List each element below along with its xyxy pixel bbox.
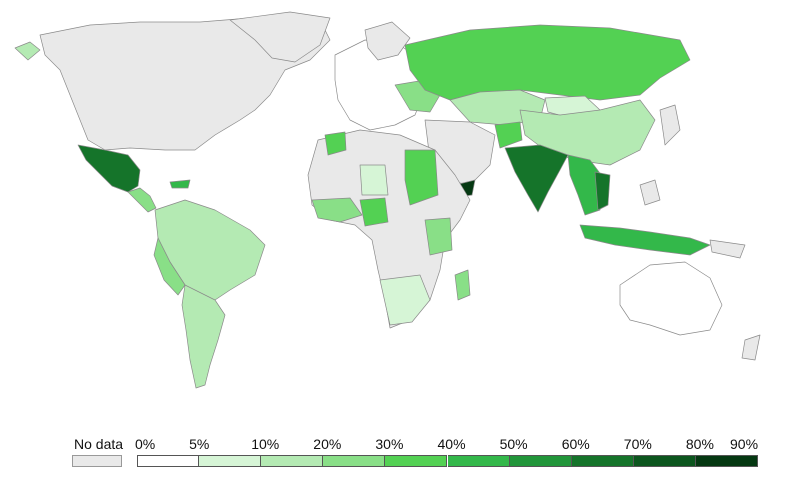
region-west-africa (311, 197, 363, 223)
region-north-africa-west (324, 131, 347, 156)
legend-no-data-label: No data (74, 436, 124, 452)
legend-tick-label: 70% (623, 436, 652, 452)
legend-tick-label: 5% (189, 436, 210, 452)
region-peru (153, 237, 186, 296)
legend-bin-4 (385, 455, 448, 467)
legend-bin-6 (509, 455, 572, 467)
region-australia (619, 261, 723, 336)
legend-bin-1 (199, 455, 262, 467)
legend-bin-0 (137, 455, 200, 467)
region-sudan (404, 149, 439, 206)
world-choropleth-map (14, 11, 761, 389)
region-mexico (77, 144, 141, 193)
region-papua (709, 239, 746, 259)
region-southeast-asia (567, 154, 606, 216)
legend-tick-label: 80% (685, 436, 714, 452)
region-scandinavia (364, 21, 411, 61)
legend-bin-9 (695, 455, 758, 467)
legend-tick-label: 10% (251, 436, 280, 452)
region-japan (659, 104, 681, 146)
legend-bin-3 (323, 455, 386, 467)
region-vietnam (594, 171, 611, 211)
region-russia (404, 24, 691, 101)
legend-tick-label: 50% (499, 436, 528, 452)
legend-bin-2 (261, 455, 324, 467)
region-southern-africa (379, 274, 431, 326)
legend-tick-label: 20% (313, 436, 342, 452)
legend-tick-label: 90% (730, 436, 759, 452)
region-south-america-south (181, 284, 226, 389)
region-sahel (359, 164, 389, 196)
region-india (504, 144, 569, 213)
region-east-africa (424, 217, 453, 256)
region-afghanistan (494, 121, 523, 149)
region-indonesia (579, 224, 711, 256)
legend-tick-label: 0% (135, 436, 156, 452)
legend-bin-7 (571, 455, 634, 467)
region-nigeria (359, 197, 389, 227)
region-philippines (639, 179, 661, 206)
region-central-america (127, 187, 157, 213)
legend-bin-5 (447, 455, 510, 467)
legend-bin-8 (633, 455, 696, 467)
region-new-zealand (741, 334, 761, 361)
region-caribbean (169, 179, 191, 189)
legend-tick-label: 60% (561, 436, 590, 452)
legend-no-data-swatch (72, 455, 122, 467)
region-alaska (14, 41, 41, 61)
region-greenland (229, 11, 331, 63)
region-madagascar (454, 269, 471, 301)
legend-tick-label: 30% (375, 436, 404, 452)
legend-tick-label: 40% (437, 436, 466, 452)
